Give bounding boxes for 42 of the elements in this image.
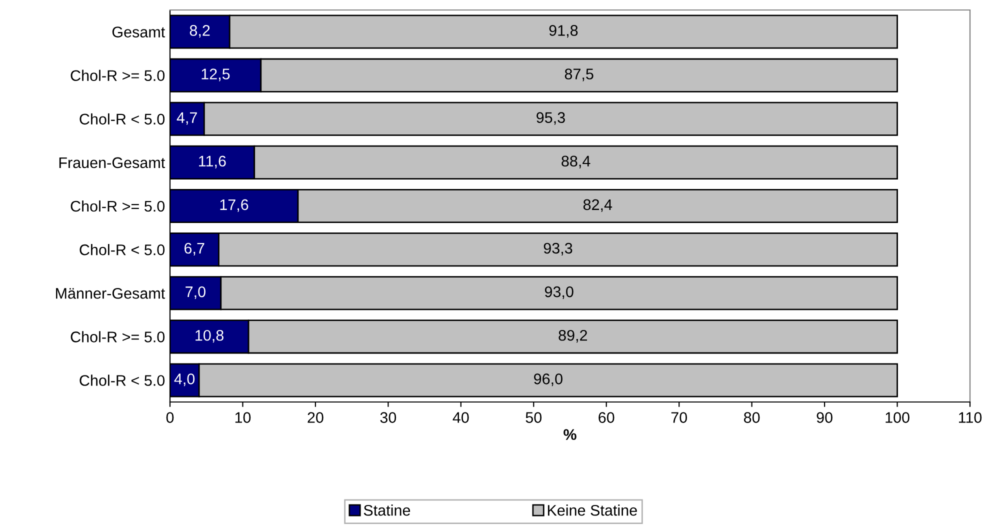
y-tick-label: Gesamt: [112, 26, 166, 38]
x-tick-label: 60: [598, 412, 614, 423]
x-tick-label: 90: [816, 412, 832, 423]
x-tick-label: 10: [235, 412, 251, 423]
data-label: 82,4: [583, 199, 612, 212]
y-tick-label: Chol-R >= 5.0: [70, 70, 165, 82]
x-tick-label: 40: [452, 412, 469, 423]
x-tick-label: 20: [308, 412, 324, 423]
data-label: 17,6: [220, 199, 248, 212]
data-label: 7,0: [186, 286, 206, 300]
legend-label: Statine: [364, 504, 410, 516]
x-tick-label: 30: [380, 412, 396, 423]
y-tick-label: Frauen-Gesamt: [59, 157, 166, 168]
data-label: 87,5: [564, 68, 594, 82]
x-tick-label: 70: [671, 412, 687, 423]
data-label: 12,5: [202, 68, 230, 82]
x-tick-label: 80: [744, 412, 760, 423]
x-tick-label: 0: [166, 412, 174, 423]
x-tick-label: 50: [526, 412, 542, 423]
data-label: 95,3: [536, 112, 565, 125]
x-tick-label: 110: [958, 412, 982, 423]
data-label: 88,4: [562, 156, 590, 168]
data-label: 8,2: [190, 25, 210, 38]
data-label: 96,0: [534, 374, 562, 386]
data-label: 4,0: [174, 374, 195, 386]
data-label: 89,2: [558, 330, 588, 343]
y-tick-label: Chol-R < 5.0: [80, 374, 165, 386]
x-tick-label: 100: [886, 412, 910, 423]
legend-label: Keine Statine: [548, 504, 637, 516]
y-tick-label: Chol-R >= 5.0: [70, 200, 165, 212]
data-label: 91,8: [549, 25, 578, 38]
y-tick-label: Chol-R >= 5.0: [70, 331, 165, 342]
data-label: 93,0: [544, 286, 574, 300]
y-tick-label: Chol-R < 5.0: [80, 113, 165, 125]
y-tick-label: Männer-Gesamt: [56, 288, 166, 299]
data-label: 10,8: [196, 330, 224, 343]
data-label: 6,7: [184, 242, 204, 256]
data-label: 11,6: [199, 156, 226, 168]
data-label: 93,3: [544, 242, 572, 256]
x-axis-title: %: [564, 429, 576, 440]
data-label: 4,7: [176, 112, 197, 125]
y-tick-label: Chol-R < 5.0: [80, 244, 165, 256]
